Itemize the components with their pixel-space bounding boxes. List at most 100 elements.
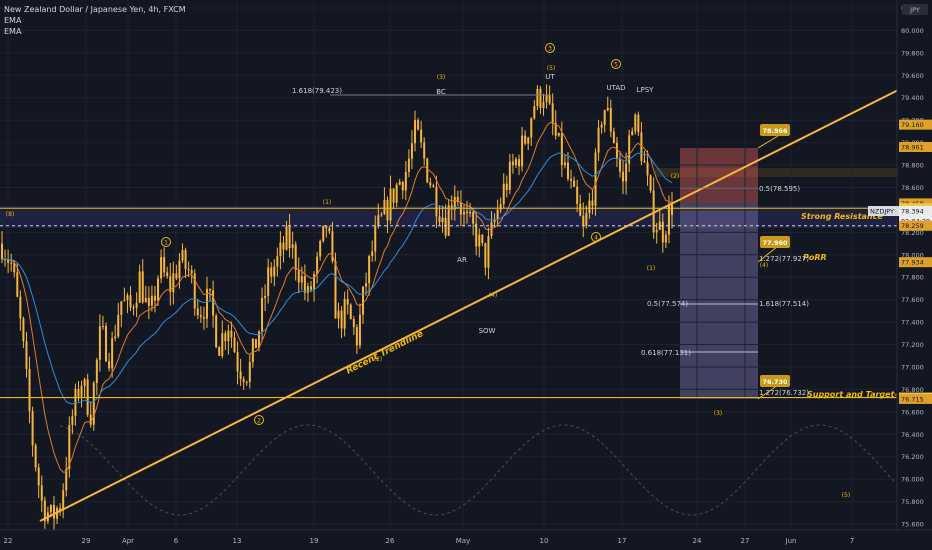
- symbol-title: New Zealand Dollar / Japanese Yen, 4h, F…: [4, 5, 186, 14]
- candle-body: [270, 267, 273, 277]
- candle-body: [108, 361, 111, 369]
- candle-body: [322, 225, 325, 242]
- candle-body: [649, 175, 652, 191]
- candle-body: [426, 158, 429, 183]
- candle-body: [181, 249, 184, 261]
- candle-body: [43, 500, 46, 522]
- wave-circle-3: [545, 43, 555, 53]
- candle-body: [89, 414, 92, 425]
- candle-body: [184, 249, 187, 270]
- candle-body: [10, 262, 13, 264]
- time-tick-8: 10: [540, 537, 549, 545]
- candle-body: [297, 269, 300, 283]
- label-bc: BC: [436, 88, 446, 96]
- price-tick-4: 79.400: [901, 94, 924, 102]
- candle-body: [264, 295, 267, 298]
- candle-body: [257, 331, 260, 349]
- label-utad: UTAD: [606, 84, 625, 92]
- time-tick-11: 27: [741, 537, 750, 545]
- label-fib-05: 0.5(77.574): [647, 300, 688, 308]
- candle-body: [612, 131, 615, 143]
- candle-body: [199, 315, 202, 318]
- wave-circle-2: [254, 415, 264, 425]
- label-sow: SOW: [479, 327, 496, 335]
- candle-body: [573, 180, 576, 187]
- candle-body: [606, 107, 609, 111]
- price-tick-1: 80.000: [901, 27, 924, 35]
- price-tag-label-1: 78.961: [901, 143, 924, 151]
- candle-body: [588, 200, 591, 213]
- time-tick-4: 13: [233, 537, 242, 545]
- time-tick-12: Jun: [785, 537, 797, 545]
- candle-body: [508, 161, 511, 190]
- candle-body: [420, 129, 423, 143]
- price-tag-10: [899, 393, 932, 404]
- candle-body: [209, 288, 212, 291]
- candle-body: [95, 359, 98, 383]
- candle-body: [163, 257, 166, 273]
- label-fib-0618: 0.618(77.131): [641, 349, 691, 357]
- candle-body: [352, 318, 355, 328]
- candle-body: [31, 411, 34, 446]
- wave-circle-4: [591, 232, 601, 242]
- candle-body: [475, 223, 478, 247]
- candle-body: [358, 314, 361, 346]
- price-tick-3: 79.600: [901, 72, 924, 80]
- candle-body: [521, 135, 524, 167]
- candle-body: [661, 221, 664, 243]
- wave-p1: (1): [323, 199, 332, 206]
- candle-body: [120, 301, 123, 315]
- candle-body: [227, 330, 230, 342]
- candle-body: [548, 94, 551, 104]
- time-tick-10: 24: [693, 537, 702, 545]
- label-porr: PoRR: [803, 253, 827, 262]
- target-2-box-label: 77.960: [762, 239, 788, 247]
- candle-body: [374, 226, 377, 252]
- label-ut: UT: [545, 73, 555, 81]
- price-tick-22: 75.800: [901, 498, 924, 506]
- candle-body: [111, 338, 114, 369]
- ema-legend-1: EMA: [4, 16, 22, 25]
- candle-body: [251, 338, 254, 363]
- candle-body: [383, 200, 386, 215]
- candle-body: [539, 88, 542, 108]
- candle-body: [484, 243, 487, 268]
- price-tick-16: 77.000: [901, 363, 924, 371]
- candle-body: [59, 508, 62, 511]
- time-tick-2: Apr: [122, 537, 134, 545]
- candle-body: [37, 467, 40, 486]
- candle-body: [144, 297, 147, 303]
- candle-body: [279, 242, 282, 257]
- candle-body: [254, 338, 257, 349]
- target-1-box: [760, 124, 790, 136]
- candle-body: [466, 211, 469, 214]
- price-tick-17: 76.800: [901, 386, 924, 394]
- candle-body: [334, 261, 337, 319]
- candle-body: [325, 225, 328, 229]
- candle-body: [472, 212, 475, 224]
- candle-body: [175, 273, 178, 279]
- candle-body: [664, 234, 667, 243]
- candle-body: [340, 310, 343, 329]
- candle-body: [34, 445, 37, 468]
- price-tick-19: 76.400: [901, 431, 924, 439]
- candle-body: [655, 230, 658, 233]
- candle-body: [233, 337, 236, 353]
- price-tick-7: 78.800: [901, 162, 924, 170]
- price-tag-1: [899, 141, 932, 152]
- candle-body: [478, 234, 481, 247]
- candle-body: [667, 204, 670, 235]
- candle-body: [447, 205, 450, 236]
- candle-body: [502, 183, 505, 205]
- candle-body: [230, 330, 233, 338]
- candle-body: [285, 225, 288, 250]
- candle-body: [380, 214, 383, 216]
- candle-body: [248, 362, 251, 383]
- candle-body: [215, 315, 218, 348]
- candle-body: [62, 490, 65, 511]
- candle-body: [141, 271, 144, 303]
- candle-body: [288, 225, 291, 249]
- candle-body: [276, 256, 279, 267]
- wave-p3b: (3): [714, 410, 723, 417]
